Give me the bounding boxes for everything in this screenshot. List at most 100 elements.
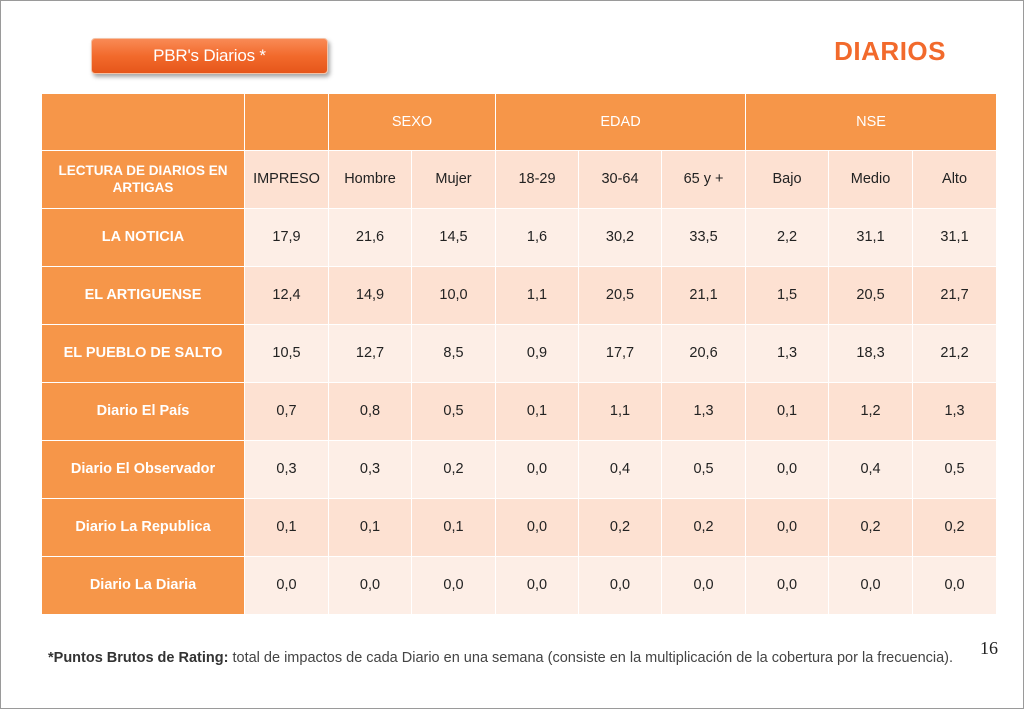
table-row: EL PUEBLO DE SALTO 10,5 12,7 8,5 0,9 17,… bbox=[42, 325, 998, 383]
table-cell: 0,2 bbox=[662, 499, 747, 557]
table-cell: 0,2 bbox=[913, 499, 998, 557]
table-cell: 2,2 bbox=[746, 209, 830, 267]
table-cell: 12,7 bbox=[329, 325, 412, 383]
table-cell: 0,2 bbox=[829, 499, 914, 557]
pbr-badge-label: PBR's Diarios * bbox=[153, 46, 266, 65]
group-header-row: SEXO EDAD NSE bbox=[42, 94, 998, 151]
table-cell: 1,1 bbox=[496, 267, 580, 325]
table-row: Diario El Observador 0,3 0,3 0,2 0,0 0,4… bbox=[42, 441, 998, 499]
column-header: Mujer bbox=[412, 151, 497, 209]
table-cell: 12,4 bbox=[245, 267, 329, 325]
footnote-text: total de impactos de cada Diario en una … bbox=[228, 650, 954, 666]
table-cell: 0,3 bbox=[245, 441, 329, 499]
column-header: Bajo bbox=[746, 151, 830, 209]
table-cell: 1,3 bbox=[746, 325, 830, 383]
table-cell: 0,1 bbox=[412, 499, 497, 557]
table-cell: 0,0 bbox=[245, 557, 329, 615]
table-cell: 17,9 bbox=[245, 209, 329, 267]
table-cell: 8,5 bbox=[412, 325, 497, 383]
table-cell: 0,5 bbox=[412, 383, 497, 441]
column-header: 18-29 bbox=[496, 151, 580, 209]
table-cell: 0,0 bbox=[579, 557, 663, 615]
table-cell: 31,1 bbox=[829, 209, 914, 267]
table-cell: 21,7 bbox=[913, 267, 998, 325]
column-header: 65 y + bbox=[662, 151, 747, 209]
column-header: IMPRESO bbox=[245, 151, 329, 209]
page-title: DIARIOS bbox=[834, 36, 946, 66]
table-cell: 0,1 bbox=[496, 383, 580, 441]
table-cell: 0,8 bbox=[329, 383, 412, 441]
table-row: Diario La Republica 0,1 0,1 0,1 0,0 0,2 … bbox=[42, 499, 998, 557]
table-cell: 0,0 bbox=[662, 557, 747, 615]
group-header-empty-cell bbox=[42, 94, 245, 151]
footnote: *Puntos Brutos de Rating: total de impac… bbox=[48, 649, 968, 668]
group-header-edad: EDAD bbox=[496, 94, 747, 151]
table-cell: 30,2 bbox=[579, 209, 663, 267]
row-label: Diario El Observador bbox=[42, 441, 245, 499]
table-cell: 1,5 bbox=[746, 267, 830, 325]
table-row: Diario La Diaria 0,0 0,0 0,0 0,0 0,0 0,0… bbox=[42, 557, 998, 615]
pbr-badge: PBR's Diarios * bbox=[91, 38, 328, 74]
table-cell: 14,9 bbox=[329, 267, 412, 325]
table-cell: 0,1 bbox=[746, 383, 830, 441]
column-header-label: LECTURA DE DIARIOS EN ARTIGAS bbox=[42, 151, 245, 209]
row-label: Diario La Diaria bbox=[42, 557, 245, 615]
table-cell: 0,7 bbox=[245, 383, 329, 441]
row-label: EL PUEBLO DE SALTO bbox=[42, 325, 245, 383]
row-label: Diario El País bbox=[42, 383, 245, 441]
table-cell: 0,3 bbox=[329, 441, 412, 499]
footnote-term: *Puntos Brutos de Rating: bbox=[48, 650, 229, 666]
table-cell: 0,0 bbox=[746, 557, 830, 615]
table-cell: 0,9 bbox=[496, 325, 580, 383]
table-cell: 0,0 bbox=[329, 557, 412, 615]
table-cell: 0,0 bbox=[829, 557, 914, 615]
table-cell: 0,5 bbox=[662, 441, 747, 499]
table-cell: 0,0 bbox=[496, 441, 580, 499]
table-row: Diario El País 0,7 0,8 0,5 0,1 1,1 1,3 0… bbox=[42, 383, 998, 441]
table-cell: 20,6 bbox=[662, 325, 747, 383]
table-cell: 1,3 bbox=[913, 383, 998, 441]
table-cell: 1,2 bbox=[829, 383, 914, 441]
table-cell: 0,0 bbox=[746, 499, 830, 557]
column-header: 30-64 bbox=[579, 151, 663, 209]
table-cell: 1,3 bbox=[662, 383, 747, 441]
table-cell: 21,6 bbox=[329, 209, 412, 267]
page-number: 16 bbox=[980, 638, 998, 658]
table-cell: 21,2 bbox=[913, 325, 998, 383]
readership-table: SEXO EDAD NSE LECTURA DE DIARIOS EN ARTI… bbox=[42, 94, 998, 615]
table-cell: 0,1 bbox=[329, 499, 412, 557]
table-cell: 0,4 bbox=[579, 441, 663, 499]
group-header-empty-cell bbox=[245, 94, 329, 151]
row-label: Diario La Republica bbox=[42, 499, 245, 557]
column-header-row: LECTURA DE DIARIOS EN ARTIGAS IMPRESO Ho… bbox=[42, 151, 998, 209]
table-cell: 17,7 bbox=[579, 325, 663, 383]
row-label: EL ARTIGUENSE bbox=[42, 267, 245, 325]
table-cell: 1,6 bbox=[496, 209, 580, 267]
column-header: Alto bbox=[913, 151, 998, 209]
column-header: Hombre bbox=[329, 151, 412, 209]
table-cell: 0,0 bbox=[496, 557, 580, 615]
table-cell: 20,5 bbox=[829, 267, 914, 325]
table-cell: 10,5 bbox=[245, 325, 329, 383]
table-cell: 0,2 bbox=[579, 499, 663, 557]
table-cell: 0,0 bbox=[496, 499, 580, 557]
table-cell: 0,5 bbox=[913, 441, 998, 499]
table-cell: 0,0 bbox=[746, 441, 830, 499]
table-cell: 31,1 bbox=[913, 209, 998, 267]
table-row: EL ARTIGUENSE 12,4 14,9 10,0 1,1 20,5 21… bbox=[42, 267, 998, 325]
table-cell: 0,4 bbox=[829, 441, 914, 499]
table-row: LA NOTICIA 17,9 21,6 14,5 1,6 30,2 33,5 … bbox=[42, 209, 998, 267]
table-cell: 14,5 bbox=[412, 209, 497, 267]
table-cell: 10,0 bbox=[412, 267, 497, 325]
table-cell: 33,5 bbox=[662, 209, 747, 267]
table-cell: 18,3 bbox=[829, 325, 914, 383]
table-cell: 20,5 bbox=[579, 267, 663, 325]
table-cell: 0,0 bbox=[913, 557, 998, 615]
table-cell: 0,1 bbox=[245, 499, 329, 557]
table-cell: 1,1 bbox=[579, 383, 663, 441]
group-header-sexo: SEXO bbox=[329, 94, 497, 151]
column-header: Medio bbox=[829, 151, 914, 209]
table-cell: 0,2 bbox=[412, 441, 497, 499]
table-cell: 21,1 bbox=[662, 267, 747, 325]
row-label: LA NOTICIA bbox=[42, 209, 245, 267]
